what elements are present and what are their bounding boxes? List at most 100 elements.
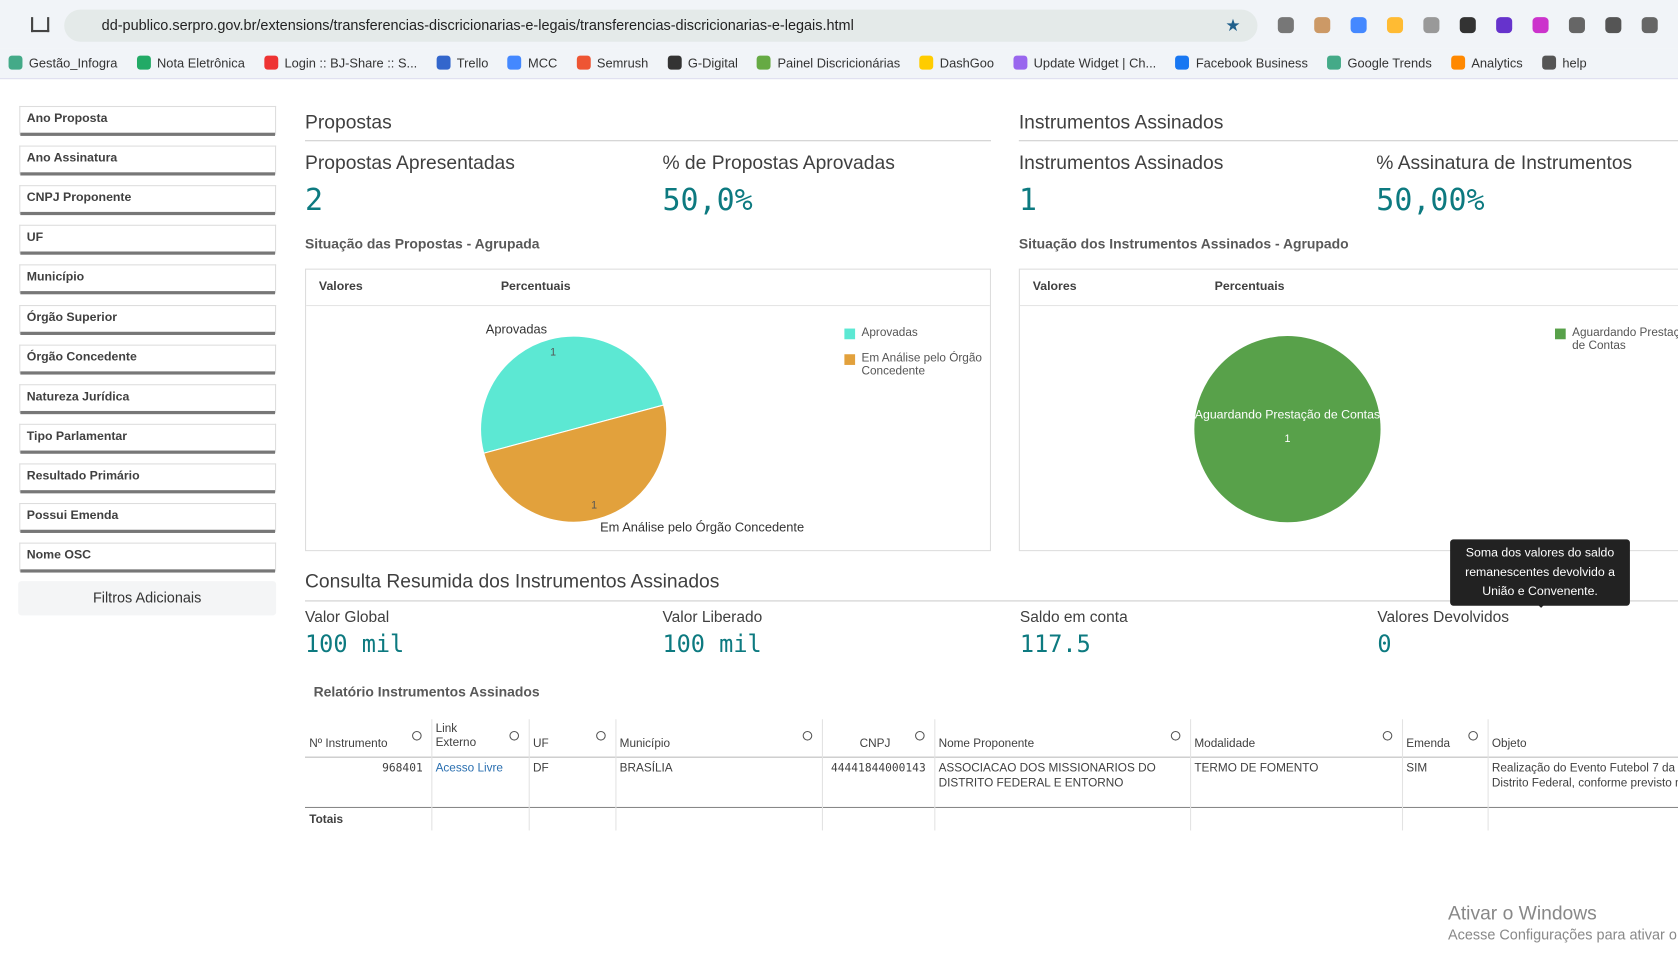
extension-icon[interactable] <box>1387 17 1403 33</box>
more-filters[interactable]: Filtros Adicionais <box>18 581 276 615</box>
legend-item[interactable]: Aguardando Prestação de Contas <box>1555 326 1678 352</box>
bookmark[interactable]: Google Trends <box>1347 56 1431 71</box>
column-header[interactable]: Modalidade <box>1194 737 1374 751</box>
bookmark[interactable]: Painel Discricionárias <box>777 56 900 71</box>
kpi-value: 117.5 <box>1020 631 1091 658</box>
column-header[interactable]: Objeto <box>1492 737 1678 751</box>
bookmark[interactable]: Semrush <box>597 56 648 71</box>
search-icon[interactable] <box>1383 731 1393 741</box>
slice-label: Aguardando Prestação de Contas <box>1195 407 1380 421</box>
filter[interactable]: Ano Proposta <box>19 106 276 135</box>
bookmark-icon <box>9 56 23 70</box>
filter-bar <box>20 569 275 572</box>
filter-bar <box>20 371 275 374</box>
column-divider <box>934 719 935 830</box>
column-header[interactable]: Nº Instrumento <box>309 737 403 751</box>
filter-label: Tipo Parlamentar <box>27 430 127 443</box>
totals-line <box>305 807 1678 808</box>
column-header[interactable]: UF <box>533 737 588 751</box>
column-header[interactable]: Nome Proponente <box>939 737 1163 751</box>
search-icon[interactable] <box>915 731 925 741</box>
search-icon[interactable] <box>509 731 519 741</box>
search-icon[interactable] <box>1468 731 1478 741</box>
filter[interactable]: Órgão Superior <box>19 304 276 333</box>
column-header[interactable]: Emenda <box>1406 737 1460 751</box>
filter[interactable]: Possui Emenda <box>19 503 276 532</box>
filter[interactable]: Nome OSC <box>19 543 276 572</box>
filter[interactable]: Município <box>19 265 276 294</box>
filter-bar <box>20 252 275 255</box>
section-title: Propostas <box>305 111 392 133</box>
filter-label: Ano Assinatura <box>27 152 117 165</box>
bookmark[interactable]: Facebook Business <box>1196 56 1308 71</box>
bookmark[interactable]: Login :: BJ-Share :: S... <box>284 56 417 71</box>
extension-icon[interactable] <box>1496 17 1512 33</box>
filter[interactable]: Ano Assinatura <box>19 146 276 175</box>
extension-icon[interactable] <box>1460 17 1476 33</box>
cell: SIM <box>1406 761 1479 776</box>
filter-label: Possui Emenda <box>27 509 119 522</box>
bookmark[interactable]: G-Digital <box>688 56 738 71</box>
kpi-value: 100 mil <box>662 631 761 658</box>
bookmark[interactable]: Analytics <box>1471 56 1522 71</box>
bookmark[interactable]: Nota Eletrônica <box>157 56 245 71</box>
bookmark-icon <box>1327 56 1341 70</box>
column-divider <box>529 719 530 830</box>
chart-title: Situação dos Instrumentos Assinados - Ag… <box>1019 235 1349 251</box>
watermark-title: Ativar o Windows <box>1448 902 1597 924</box>
column-header[interactable]: Link Externo <box>436 722 479 750</box>
search-icon[interactable] <box>803 731 813 741</box>
slice-value: 1 <box>1284 433 1290 445</box>
column-header[interactable]: Município <box>620 737 794 751</box>
bookmark[interactable]: MCC <box>528 56 557 71</box>
legend-item[interactable]: Aprovadas <box>844 326 991 339</box>
table: Nº Instrumento968401Link ExternoAcesso L… <box>305 719 1678 830</box>
search-icon[interactable] <box>596 731 606 741</box>
address-bar[interactable]: dd-publico.serpro.gov.br/extensions/tran… <box>64 10 1257 42</box>
filter[interactable]: Natureza Jurídica <box>19 384 276 413</box>
column-divider <box>1488 719 1489 830</box>
cell[interactable]: Acesso Livre <box>436 761 521 776</box>
filter[interactable]: UF <box>19 225 276 254</box>
extension-icon[interactable] <box>1314 17 1330 33</box>
cell: TERMO DE FOMENTO <box>1194 761 1393 776</box>
slice-label: Em Análise pelo Órgão Concedente <box>600 519 804 534</box>
bookmark[interactable]: DashGoo <box>940 56 994 71</box>
filter-label: Ano Proposta <box>27 112 108 125</box>
legend-swatch <box>1555 329 1566 340</box>
extension-icon[interactable] <box>1642 17 1658 33</box>
filter-label: Resultado Primário <box>27 470 140 483</box>
kpi-label: Valor Liberado <box>662 609 762 626</box>
bookmark[interactable]: Update Widget | Ch... <box>1034 56 1157 71</box>
filter-bar <box>20 490 275 493</box>
filter-bar <box>20 172 275 175</box>
search-icon[interactable] <box>412 731 422 741</box>
extension-icon[interactable] <box>1351 17 1367 33</box>
totals-label: Totais <box>309 813 343 826</box>
search-icon[interactable] <box>1171 731 1181 741</box>
filter-bar <box>20 530 275 533</box>
bookmark-icon <box>508 56 522 70</box>
kpi-label: Instrumentos Assinados <box>1019 152 1224 174</box>
extension-icon[interactable] <box>1533 17 1549 33</box>
extension-icon[interactable] <box>1423 17 1439 33</box>
chart-title: Situação das Propostas - Agrupada <box>305 235 540 251</box>
bookmark[interactable]: Gestão_Infogra <box>29 56 118 71</box>
filter[interactable]: CNPJ Proponente <box>19 185 276 214</box>
filter-label: CNPJ Proponente <box>27 192 132 205</box>
bookmark[interactable]: help <box>1562 56 1586 71</box>
watermark-text: Acesse Configurações para ativar o Windo… <box>1448 927 1678 943</box>
filter[interactable]: Resultado Primário <box>19 463 276 492</box>
legend-item[interactable]: Em Análise pelo Órgão Concedente <box>844 352 991 378</box>
filter[interactable]: Órgão Concedente <box>19 344 276 373</box>
bookmark[interactable]: Trello <box>457 56 489 71</box>
extension-icon[interactable] <box>1278 17 1294 33</box>
home-button[interactable] <box>31 17 49 32</box>
pie-slice <box>1194 336 1380 522</box>
column-header[interactable]: CNPJ <box>826 737 890 751</box>
extension-icon[interactable] <box>1605 17 1621 33</box>
filter[interactable]: Tipo Parlamentar <box>19 424 276 453</box>
divider <box>1019 140 1678 141</box>
extension-icon[interactable] <box>1569 17 1585 33</box>
